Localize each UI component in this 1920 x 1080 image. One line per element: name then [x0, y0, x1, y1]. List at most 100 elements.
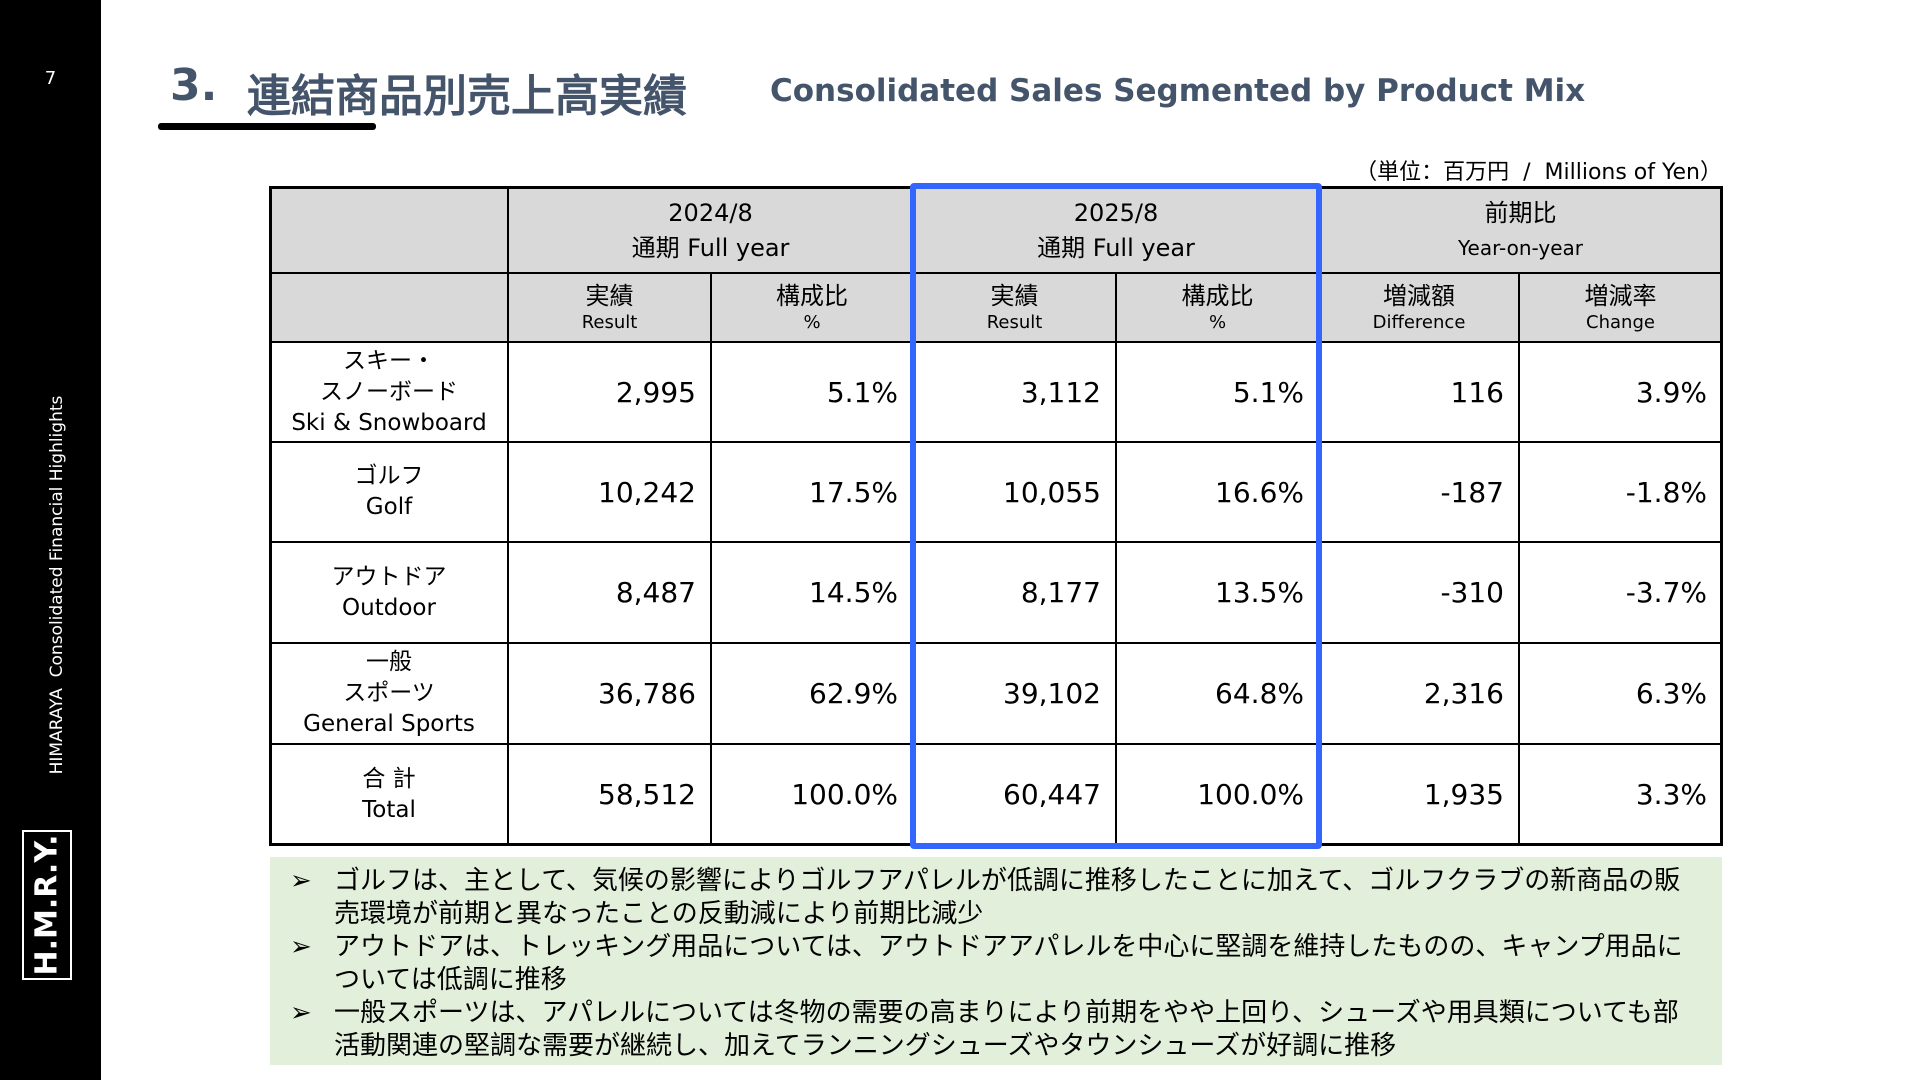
value-cell: 17.5%	[711, 442, 913, 542]
value: 2,995	[615, 375, 696, 409]
value: 5.1%	[826, 375, 898, 409]
page-number: 7	[44, 68, 57, 89]
row-label: ゴルフ Golf	[270, 442, 508, 542]
value-cell: 3.9%	[1519, 342, 1722, 442]
group-title: 2024/8	[668, 199, 753, 227]
value: 100.0%	[1197, 778, 1304, 811]
value-cell: -1.8%	[1519, 442, 1722, 542]
column-title: 構成比	[776, 281, 848, 310]
note: ➢ 一般スポーツは、アパレルについては冬物の需要の高まりにより前期をやや上回り、シ…	[290, 997, 1702, 1063]
value-cell: 8,487	[508, 542, 711, 643]
value-cell: 14.5%	[711, 542, 913, 643]
value: 17.5%	[809, 475, 898, 509]
value: 8,177	[1020, 576, 1101, 609]
notes: ➢ ゴルフは、主として、気候の影響によりゴルフアパレルが低調に推移したことに加えて…	[270, 857, 1722, 1065]
value: 3.3%	[1635, 778, 1707, 811]
row-label-line: アウトドア	[331, 563, 447, 590]
column-title: 構成比	[1181, 281, 1254, 310]
logo: H.M.R.Y.	[29, 834, 65, 976]
value: 100.0%	[791, 778, 898, 811]
highlight-box	[910, 183, 1322, 849]
value: 36,786	[598, 677, 696, 710]
column-subtitle: %	[1208, 311, 1227, 333]
value-cell: 10,242	[508, 442, 711, 542]
value-cell: 6.3%	[1519, 643, 1722, 744]
column-header: 構成比%	[1116, 273, 1319, 342]
value: 8,487	[615, 576, 696, 609]
column-title: 増減率	[1584, 281, 1657, 310]
value: 10,055	[1003, 475, 1101, 509]
bullet: ➢	[290, 866, 312, 896]
value: 1,935	[1423, 778, 1504, 811]
value: 39,102	[1003, 677, 1101, 710]
value-cell: 58,512	[508, 744, 711, 845]
header-cell	[270, 273, 508, 342]
value: 58,512	[598, 778, 696, 811]
header-cell	[270, 187, 508, 273]
value: 2,316	[1423, 677, 1504, 710]
note-text: アウトドアは、トレッキング用品については、アウトドアアパレルを中心に堅調を維持し…	[334, 932, 1683, 995]
column-title: 実績	[990, 281, 1039, 310]
logo-box: H.M.R.Y.	[22, 830, 72, 980]
value-cell: -187	[1319, 442, 1519, 542]
value-cell: 5.1%	[711, 342, 913, 442]
column-header: 増減率 Change	[1519, 273, 1722, 342]
column-header: 実績 Result	[508, 273, 711, 342]
value-cell: 13.5%	[1116, 542, 1319, 643]
value-cell: 3,112	[913, 342, 1116, 442]
note: ➢ アウトドアは、トレッキング用品については、アウトドアアパレルを中心に堅調を維持…	[290, 931, 1702, 997]
sidebar-caption: HIMARAYA Consolidated Financial Highligh…	[47, 395, 67, 775]
value: -310	[1440, 576, 1504, 609]
value-cell: 64.8%	[1116, 643, 1319, 744]
note-text: 一般スポーツは、アパレルについては冬物の需要の高まりにより前期をやや上回り、シュ…	[334, 998, 1679, 1061]
value: 14.5%	[809, 576, 898, 609]
title-underline	[158, 123, 376, 130]
value-cell: 60,447	[913, 744, 1116, 845]
value: 6.3%	[1635, 677, 1707, 710]
value-cell: -310	[1319, 542, 1519, 643]
row-label-line: Ski & Snowboard	[291, 409, 487, 436]
value-cell: 36,786	[508, 643, 711, 744]
value-cell: 16.6%	[1116, 442, 1319, 542]
column-title: 増減額	[1383, 281, 1455, 310]
row-label: アウトドア Outdoor	[270, 542, 508, 643]
title-number: 3.	[170, 60, 218, 111]
column-subtitle: %	[803, 311, 821, 333]
row-label-line: スノーボード	[320, 378, 458, 405]
row-label: 一般 スポーツ General Sports	[270, 643, 508, 744]
row-label: スキー・スノーボード Ski & Snowboard	[270, 342, 508, 442]
group-subtitle: 通期 Full year	[1037, 234, 1195, 262]
row-label-line: ゴルフ	[354, 463, 424, 489]
column-title: 実績	[585, 281, 634, 310]
value-cell: 2,995	[508, 342, 711, 442]
sidebar	[0, 0, 101, 1080]
row-label-line: Golf	[365, 494, 413, 520]
group-title: 前期比	[1484, 199, 1557, 227]
row-label-line: Total	[362, 796, 416, 823]
value-cell: 39,102	[913, 643, 1116, 744]
unit: （単位：百万円 / Millions of Yen）	[1355, 160, 1722, 185]
value: 60,447	[1003, 778, 1101, 811]
row-label-line: Outdoor	[342, 594, 436, 621]
row-label-line: General Sports	[303, 711, 475, 737]
row-label-line: 一般	[366, 649, 412, 675]
value-cell: 5.1%	[1116, 342, 1319, 442]
column-subtitle: Change	[1586, 311, 1655, 333]
column-header: 構成比%	[711, 273, 913, 342]
value-cell: 1,935	[1319, 744, 1519, 845]
column-subtitle: Result	[986, 311, 1043, 333]
value-cell: 3.3%	[1519, 744, 1722, 845]
group-header: 2024/8 通期 Full year	[508, 187, 913, 273]
column-subtitle: Difference	[1372, 311, 1466, 333]
value: 5.1%	[1232, 375, 1304, 409]
column-header: 増減額 Difference	[1319, 273, 1519, 342]
column-header: 実績 Result	[913, 273, 1116, 342]
row-label-line: スキー・	[343, 347, 435, 374]
title: 連結商品別売上高実績	[247, 71, 687, 122]
value-cell: 8,177	[913, 542, 1116, 643]
note-text: ゴルフは、主として、気候の影響によりゴルフアパレルが低調に推移したことに加えて、…	[334, 866, 1681, 929]
value-cell: 2,316	[1319, 643, 1519, 744]
value: 116	[1450, 375, 1504, 409]
group-header: 2025/8 通期 Full year	[913, 187, 1319, 273]
